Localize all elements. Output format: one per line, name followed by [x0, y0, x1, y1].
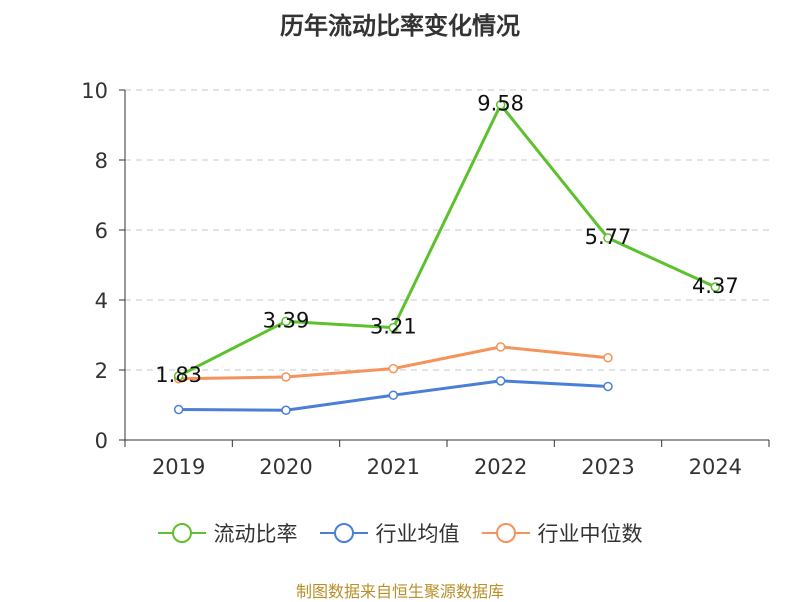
data-point — [281, 405, 291, 415]
data-point — [603, 381, 613, 392]
data-point — [173, 404, 184, 415]
legend-item[interactable]: 流动比率 — [157, 518, 298, 548]
data-point — [603, 353, 613, 363]
x-tick-label: 2020 — [259, 455, 312, 479]
chart-title: 历年流动比率变化情况 — [280, 12, 520, 40]
data-label: 1.83 — [155, 363, 202, 387]
legend-item[interactable]: 行业中位数 — [481, 518, 643, 548]
series-line-3 — [178, 345, 609, 381]
legend-label: 流动比率 — [213, 522, 298, 546]
data-point — [495, 376, 506, 386]
data-point — [173, 371, 184, 381]
data-point — [495, 342, 506, 352]
data-point — [495, 99, 506, 110]
x-tick-label: 2024 — [689, 455, 742, 479]
x-tick-label: 2023 — [581, 455, 634, 479]
source-note: 制图数据来自恒生聚源数据库 — [295, 582, 504, 601]
data-label: 3.39 — [263, 308, 310, 332]
legend-label: 行业均值 — [375, 522, 460, 546]
data-point — [388, 322, 399, 333]
data-point — [710, 282, 721, 292]
data-label: 3.21 — [370, 315, 417, 339]
data-point — [388, 363, 399, 374]
legend-label: 行业中位数 — [537, 522, 643, 546]
series-line-1 — [177, 103, 716, 378]
data-point — [388, 390, 399, 400]
x-tick-label: 2022 — [474, 455, 527, 479]
y-tick-label: 0 — [95, 429, 108, 453]
data-label: 5.77 — [585, 225, 632, 249]
data-point — [281, 372, 291, 382]
data-point — [281, 316, 291, 327]
legend-swatch — [319, 523, 368, 543]
data-label: 4.37 — [692, 274, 739, 298]
y-tick-label: 8 — [95, 149, 108, 173]
y-tick-label: 4 — [95, 289, 108, 313]
y-tick-label: 10 — [81, 79, 108, 103]
data-point — [603, 233, 613, 243]
legend-swatch — [481, 523, 530, 543]
y-tick-label: 6 — [95, 219, 108, 243]
x-tick-label: 2021 — [367, 455, 420, 479]
x-tick-label: 2019 — [152, 455, 205, 479]
legend-item[interactable]: 行业均值 — [319, 518, 460, 548]
legend: 流动比率 行业均值 行业中位数 — [0, 518, 800, 548]
y-tick-label: 2 — [95, 359, 108, 383]
data-label: 9.58 — [477, 92, 524, 116]
legend-swatch — [157, 523, 206, 543]
